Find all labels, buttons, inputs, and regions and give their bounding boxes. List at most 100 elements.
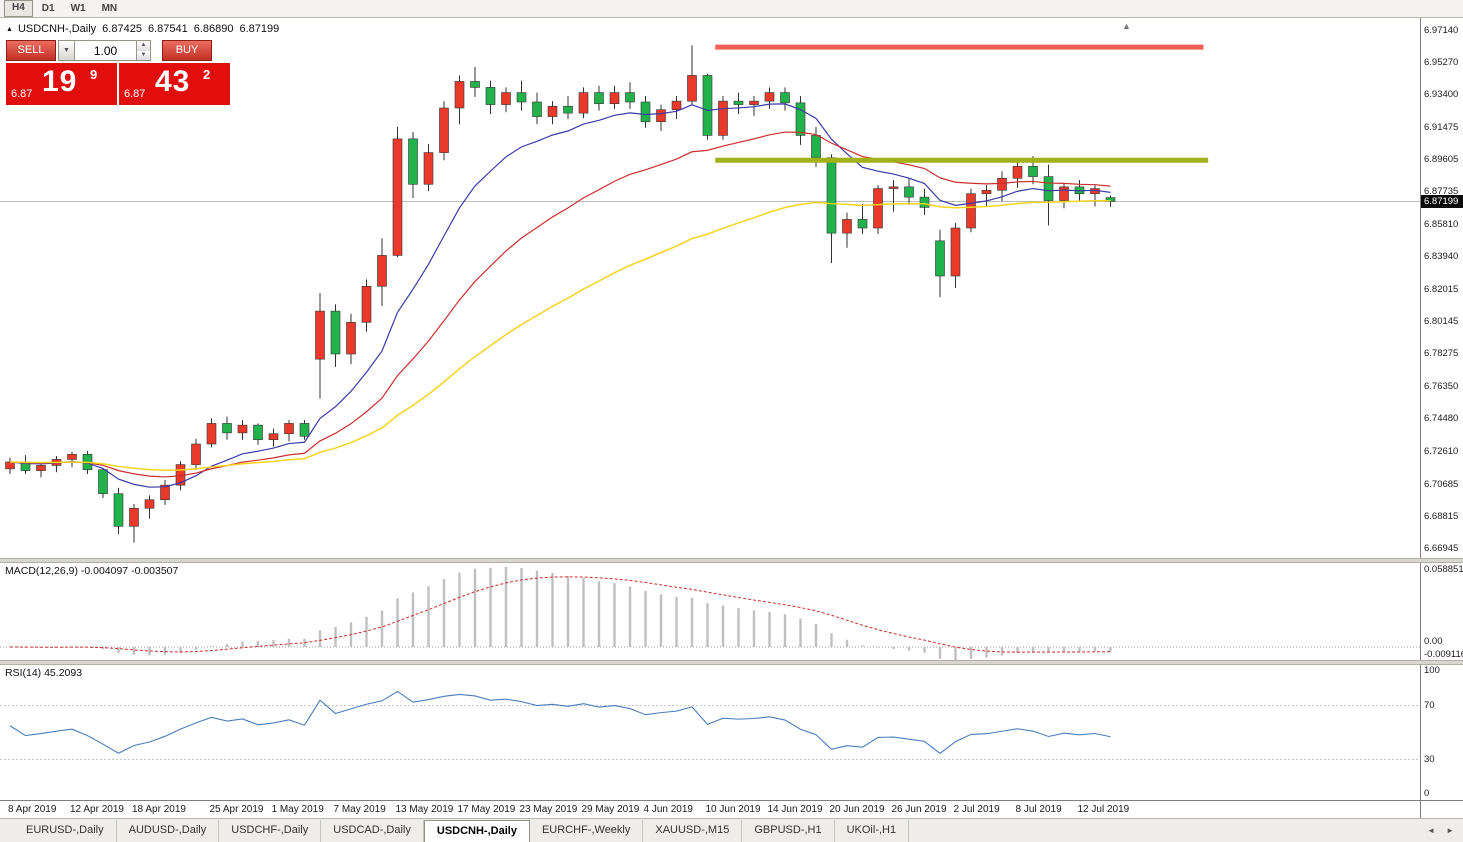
price-axis[interactable]: 6.97140 6.95270 6.93400 6.91475 6.89605 6.877… [1420,18,1463,558]
bid-price-box[interactable]: 6.87 19 9 [6,63,117,105]
bid-prefix: 6.87 [11,88,33,100]
panel-splitter-2[interactable] [0,660,1463,665]
period-button-d1[interactable]: D1 [41,3,55,14]
symbol-tab-usdcad-daily[interactable]: USDCAD-,Daily [321,820,424,842]
current-price-badge: 6.87199 [1421,195,1463,209]
ma-line-10[interactable] [9,103,1111,488]
quote-row: 6.87 19 9 6.87 43 2 [6,63,230,105]
price-axis-label: 6.80145 [1424,316,1459,328]
time-axis-label: 2 Jul 2019 [953,804,1000,815]
macd-axis: 0.058851 0.00 -0.009116 [1420,563,1463,660]
ohlc-low: 6.86890 [193,23,234,35]
volume-spinner[interactable]: ▲ ▼ [137,40,151,61]
main-chart-panel[interactable]: ▲ USDCNH-,Daily 6.87425 6.87541 6.86890 … [0,18,1420,558]
price-axis-label: 6.78275 [1424,348,1459,360]
ma-line-22[interactable] [9,131,1111,478]
ask-price-box[interactable]: 6.87 43 2 [119,63,230,105]
macd-scale-zero: 0.00 [1424,635,1443,647]
ask-prefix: 6.87 [124,88,146,100]
time-axis[interactable]: 8 Apr 2019 12 Apr 2019 18 Apr 2019 25 Apr 2… [0,800,1420,818]
rsi-scale-top: 100 [1424,665,1440,676]
one-click-trade-panel: SELL ▼ ▲ ▼ BUY 6.87 19 9 [6,40,230,105]
rsi-line [9,690,1111,755]
macd-histogram [24,567,1112,660]
time-axis-label: 12 Apr 2019 [70,804,124,815]
ohlc-high: 6.87541 [147,23,188,35]
period-button-mn[interactable]: MN [101,3,118,14]
time-axis-label: 14 Jun 2019 [767,804,823,815]
macd-panel[interactable]: MACD(12,26,9) -0.004097 -0.003507 [0,563,1420,660]
price-axis-label: 6.72610 [1424,445,1459,457]
rsi-canvas[interactable] [0,665,1420,800]
ask-big-digits: 43 [155,65,191,98]
panel-splitter-1[interactable] [0,558,1463,563]
period-button-w1[interactable]: W1 [70,3,86,14]
macd-scale-min: -0.009116 [1424,649,1463,660]
chart-header: ▲ USDCNH-,Daily 6.87425 6.87541 6.86890 … [6,23,279,35]
price-axis-label: 6.97140 [1424,25,1459,37]
time-axis-label: 12 Jul 2019 [1077,804,1130,815]
price-axis-label: 6.87735 [1424,186,1459,198]
price-axis-label: 6.66945 [1424,542,1459,554]
volume-dropdown-icon[interactable]: ▼ [58,40,75,61]
symbol-tab-usdcnh-daily[interactable]: USDCNH-,Daily [423,820,530,842]
symbol-tab-xauusd-m15[interactable]: XAUUSD-,M15 [643,820,743,842]
bid-big-digits: 19 [42,65,78,98]
price-axis-label: 6.68815 [1424,510,1459,522]
candlestick-series [5,45,1116,543]
price-axis-label: 6.89605 [1424,154,1459,166]
period-button-h4[interactable]: H4 [4,0,33,17]
price-axis-label: 6.74480 [1424,413,1459,425]
time-axis-label: 25 Apr 2019 [209,804,264,815]
collapse-icon[interactable]: ▲ [6,25,13,33]
symbol-tab-gbpusd-h1[interactable]: GBPUSD-,H1 [742,820,835,842]
price-chart-canvas[interactable] [0,18,1420,558]
ma-line-45[interactable] [9,199,1111,472]
buy-button[interactable]: BUY [162,40,212,61]
time-axis-label: 26 Jun 2019 [891,804,947,815]
symbol-tab-eurusd-daily[interactable]: EURUSD-,Daily [14,820,117,842]
tab-scroll-right-icon[interactable]: ► [1446,826,1454,835]
chart-title: USDCNH-,Daily [17,23,97,35]
rsi-scale-upper: 70 [1424,699,1435,711]
time-axis-label: 8 Jul 2019 [1015,804,1062,815]
rsi-scale-bottom: 0 [1424,788,1430,799]
rsi-label: RSI(14) 45.2093 [5,667,83,679]
chart-tab-bar: EURUSD-,Daily AUDUSD-,Daily USDCHF-,Daily U… [0,818,1463,842]
macd-signal-line [9,576,1111,653]
symbol-tab-ukoil-h1[interactable]: UKOil-,H1 [835,820,910,842]
symbol-tab-usdchf-daily[interactable]: USDCHF-,Daily [219,820,322,842]
volume-input[interactable] [75,40,137,61]
time-axis-label: 1 May 2019 [271,804,324,815]
time-axis-label: 4 Jun 2019 [643,804,694,815]
price-axis-label: 6.82015 [1424,284,1459,296]
macd-label: MACD(12,26,9) -0.004097 -0.003507 [5,565,179,577]
period-button-group: H4 D1 W1 MN [4,0,126,17]
chart-tabs: EURUSD-,Daily AUDUSD-,Daily USDCHF-,Daily U… [14,819,910,842]
time-axis-label: 13 May 2019 [395,804,454,815]
tab-scroll-buttons: ◄ ► [1423,824,1463,837]
volume-spin-up-icon[interactable]: ▲ [137,41,150,51]
tab-scroll-left-icon[interactable]: ◄ [1427,826,1436,835]
time-axis-label: 18 Apr 2019 [132,804,186,815]
ohlc-close: 6.87199 [239,23,280,35]
price-axis-label: 6.70685 [1424,478,1459,490]
symbol-tab-eurchf-weekly[interactable]: EURCHF-,Weekly [530,820,644,842]
price-axis-label: 6.91475 [1424,122,1459,134]
rsi-panel[interactable]: RSI(14) 45.2093 [0,665,1420,800]
bid-sup-digit: 9 [90,67,98,82]
chart-shift-marker[interactable]: ▲ [1122,21,1131,31]
macd-scale-max: 0.058851 [1424,564,1463,575]
time-axis-label: 29 May 2019 [581,804,640,815]
timeframe-toolbar: H4 D1 W1 MN [0,0,1463,18]
ask-sup-digit: 2 [203,67,211,82]
time-axis-label: 7 May 2019 [333,804,386,815]
symbol-tab-audusd-daily[interactable]: AUDUSD-,Daily [117,820,220,842]
price-axis-label: 6.85810 [1424,219,1459,231]
price-axis-label: 6.93400 [1424,89,1459,101]
macd-canvas[interactable] [0,563,1420,660]
volume-spin-down-icon[interactable]: ▼ [137,50,150,60]
trade-controls-row: SELL ▼ ▲ ▼ BUY [6,40,230,61]
sell-button[interactable]: SELL [6,40,56,61]
